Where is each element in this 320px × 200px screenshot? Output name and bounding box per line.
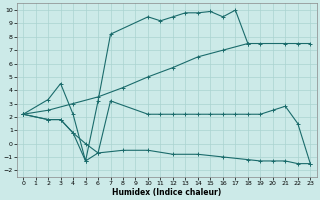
X-axis label: Humidex (Indice chaleur): Humidex (Indice chaleur) [112,188,221,197]
